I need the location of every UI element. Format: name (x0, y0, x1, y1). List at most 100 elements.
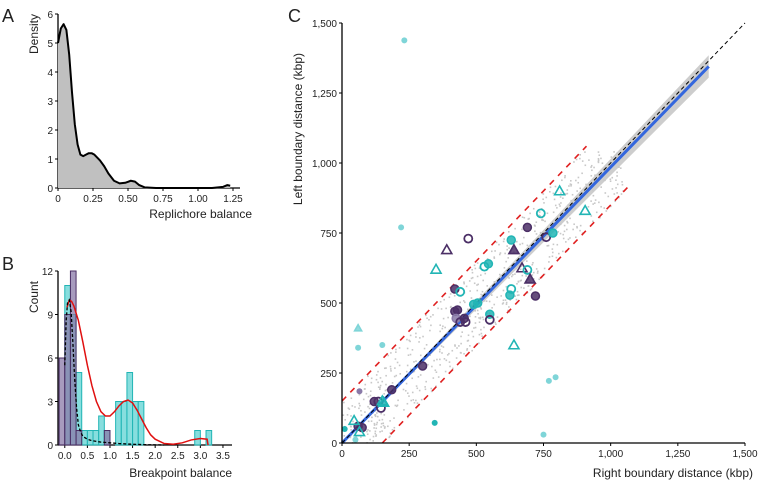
noise-point (615, 179, 617, 182)
noise-point (563, 230, 566, 233)
noise-point (564, 193, 567, 195)
noise-point (478, 317, 480, 319)
noise-point (406, 402, 409, 405)
noise-point (562, 233, 565, 236)
noise-point (390, 370, 392, 372)
noise-point (399, 373, 402, 375)
noise-point (532, 271, 535, 274)
noise-point (558, 252, 560, 255)
noise-point (411, 349, 414, 351)
noise-point (442, 317, 445, 320)
noise-point (479, 316, 482, 319)
data-point (417, 361, 428, 371)
noise-point (498, 243, 500, 246)
noise-point (410, 399, 413, 402)
data-point (507, 338, 521, 350)
noise-point (620, 193, 623, 195)
noise-point (552, 211, 555, 214)
noise-point (395, 351, 397, 353)
noise-point (476, 262, 479, 264)
noise-point (372, 435, 375, 438)
x-tick-label: 2.5 (171, 451, 185, 462)
noise-point (346, 414, 349, 416)
noise-point (407, 354, 410, 356)
noise-point (505, 285, 508, 288)
noise-point (441, 327, 444, 330)
noise-point (537, 270, 539, 273)
noise-point (437, 376, 440, 378)
noise-point (484, 272, 487, 275)
y-tick-label: 1,000 (312, 159, 337, 170)
x-tick-label: 0.50 (118, 194, 138, 205)
histogram-bar-cyan (120, 401, 128, 446)
noise-point (519, 268, 522, 271)
noise-point (563, 224, 566, 227)
x-axis-label: Breakpoint balance (129, 466, 232, 480)
x-tick-label: 0 (339, 449, 345, 460)
noise-point (577, 181, 580, 184)
noise-point (415, 399, 417, 402)
noise-point (598, 154, 601, 157)
noise-point (554, 204, 557, 207)
noise-point (573, 161, 575, 163)
noise-point (621, 181, 623, 183)
data-point (578, 203, 592, 216)
noise-point (430, 390, 433, 393)
noise-point (464, 301, 466, 304)
noise-point (449, 365, 451, 368)
noise-point (502, 302, 505, 304)
noise-point (476, 309, 479, 312)
noise-point (562, 237, 565, 240)
noise-point (391, 428, 394, 431)
histogram-bar-cyan (205, 430, 213, 446)
noise-point (381, 380, 384, 383)
noise-point (439, 348, 441, 351)
noise-point (455, 357, 458, 359)
noise-point (546, 212, 549, 215)
x-tick-label: 0.5 (80, 451, 94, 462)
noise-point (565, 228, 568, 231)
noise-point (413, 370, 416, 373)
noise-point (535, 221, 538, 224)
noise-point (463, 352, 465, 355)
noise-point (619, 167, 622, 169)
histogram-bar-cyan (126, 372, 134, 446)
noise-point (380, 426, 382, 428)
noise-point (430, 324, 432, 327)
noise-point (375, 435, 377, 437)
noise-point (418, 324, 421, 326)
noise-point (532, 207, 535, 210)
data-point (347, 413, 361, 426)
noise-point (409, 340, 411, 343)
noise-point (531, 274, 534, 276)
noise-point (377, 370, 379, 373)
noise-point (471, 271, 474, 274)
noise-point (408, 395, 410, 397)
noise-point (505, 260, 507, 263)
noise-point (552, 243, 555, 246)
noise-point (384, 389, 387, 392)
noise-point (409, 353, 412, 356)
noise-point (437, 307, 439, 310)
noise-point (517, 280, 520, 283)
noise-point (394, 367, 396, 369)
noise-point (590, 200, 592, 202)
noise-point (551, 248, 554, 250)
noise-point (532, 261, 534, 264)
noise-point (349, 436, 352, 439)
noise-point (441, 352, 443, 354)
data-point (355, 344, 362, 351)
noise-point (579, 157, 581, 160)
noise-point (611, 176, 614, 179)
upper-band-line (341, 145, 588, 402)
noise-point (440, 308, 443, 310)
noise-point (614, 200, 617, 203)
noise-point (389, 368, 392, 370)
noise-point (448, 296, 451, 299)
noise-point (369, 394, 372, 397)
noise-point (371, 416, 373, 419)
noise-point (564, 175, 566, 177)
histogram-bar-purple (69, 270, 77, 446)
noise-point (566, 220, 568, 223)
noise-point (579, 154, 582, 156)
